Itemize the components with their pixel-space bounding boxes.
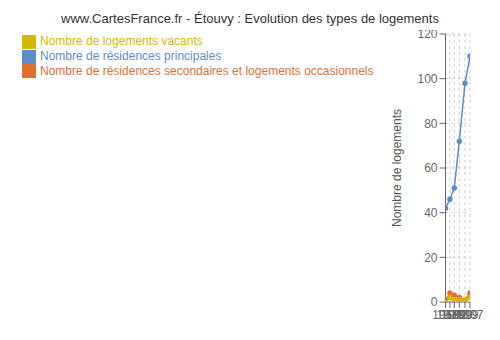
svg-text:40: 40 — [424, 206, 438, 220]
svg-text:2007: 2007 — [457, 308, 484, 322]
html-text:www.CartesFrance.fr - Étouvy :: www.CartesFrance.fr - Étouvy : Evolution… — [61, 11, 439, 26]
svg-text:60: 60 — [424, 161, 438, 175]
svg-text:120: 120 — [417, 30, 437, 41]
svg-text:20: 20 — [424, 251, 438, 265]
svg-text:Nombre de logements: Nombre de logements — [390, 109, 404, 227]
svg-text:100: 100 — [417, 72, 437, 86]
svg-text:80: 80 — [424, 117, 438, 131]
html-text:Nombre de logements vacants: Nombre de logements vacants — [40, 34, 203, 48]
html-text:Nombre de résidences principal: Nombre de résidences principales — [40, 48, 222, 63]
svg-text:0: 0 — [431, 295, 438, 309]
html-text:Nombre de résidences secondair: Nombre de résidences secondaires et loge… — [40, 63, 374, 78]
